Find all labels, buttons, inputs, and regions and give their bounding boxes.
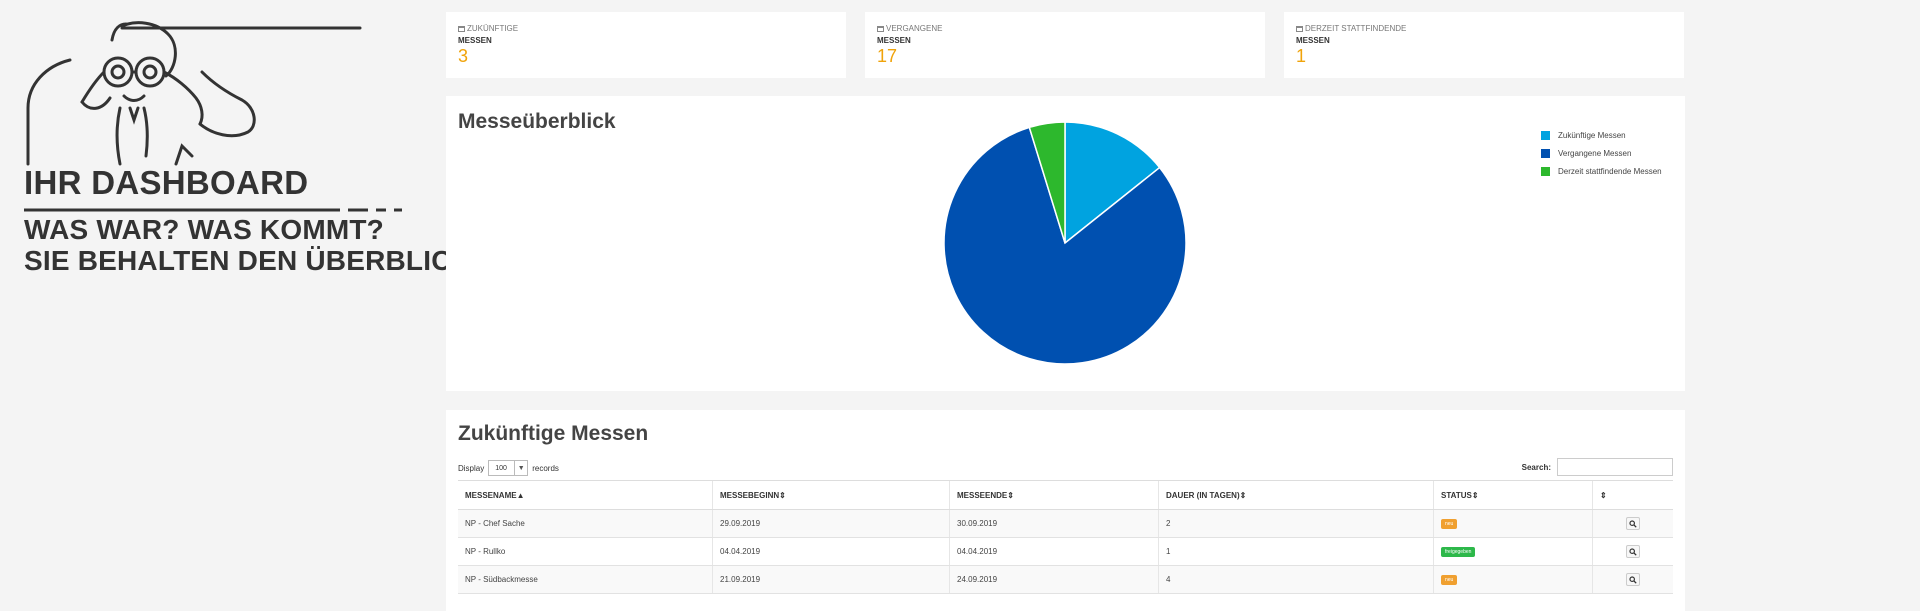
- calendar-icon: [458, 25, 465, 32]
- cell-end: 30.09.2019: [949, 509, 1159, 538]
- legend-item[interactable]: Vergangene Messen: [1541, 144, 1662, 162]
- cell-end: 04.04.2019: [949, 537, 1159, 566]
- pie-slice-1[interactable]: [943, 126, 1187, 365]
- pie-slice-2[interactable]: [1028, 121, 1066, 244]
- status-badge: neu: [1441, 519, 1458, 529]
- table-row[interactable]: NP - Rullko 04.04.2019 04.04.2019 1 frei…: [458, 537, 1673, 566]
- legend-item[interactable]: Zukünftige Messen: [1541, 126, 1662, 144]
- stat-label-top: VERGANGENE: [886, 24, 943, 33]
- cell-name: NP - Rullko: [458, 537, 713, 566]
- stat-label-bottom: MESSEN: [458, 36, 492, 45]
- calendar-icon: [1296, 25, 1303, 32]
- overview-title: Messeüberblick: [458, 110, 616, 133]
- promo-line-2: WAS WAR? WAS KOMMT?: [24, 214, 384, 245]
- col-header-messeende[interactable]: MESSEENDE⇕: [949, 480, 1159, 510]
- stat-label-top: ZUKÜNFTIGE: [467, 24, 519, 33]
- cell-days: 2: [1158, 509, 1434, 538]
- calendar-icon: [877, 25, 884, 32]
- table-row[interactable]: NP - Chef Sache 29.09.2019 30.09.2019 2 …: [458, 509, 1673, 538]
- legend-label: Zukünftige Messen: [1558, 130, 1626, 140]
- legend-swatch: [1541, 166, 1550, 176]
- col-header-messename[interactable]: MESSENAME▲: [458, 480, 713, 510]
- legend-swatch: [1541, 148, 1550, 158]
- records-per-page-value: 100: [495, 464, 507, 472]
- promo-overlay: IHR DASHBOARD WAS WAR? WAS KOMMT? SIE BE…: [0, 0, 540, 300]
- cell-name: NP - Chef Sache: [458, 509, 713, 538]
- records-label: records: [532, 463, 559, 473]
- pie-slice-0[interactable]: [1064, 121, 1161, 245]
- cell-start: 29.09.2019: [712, 509, 950, 538]
- stat-label-bottom: MESSEN: [1296, 36, 1330, 45]
- legend-swatch: [1541, 130, 1550, 140]
- search-label: Search:: [1521, 462, 1551, 472]
- sort-asc-icon: ▲: [516, 490, 525, 500]
- stat-value: 3: [458, 46, 469, 66]
- col-header-dauer[interactable]: DAUER (IN TAGEN)⇕: [1158, 480, 1434, 510]
- cell-name: NP - Südbackmesse: [458, 565, 713, 594]
- sort-icon: ⇕: [1600, 490, 1607, 500]
- records-per-page-select[interactable]: 100 ▼: [488, 460, 529, 476]
- overview-card: Messeüberblick Zukünftige Messen Vergang…: [446, 96, 1685, 391]
- future-fairs-table: MESSENAME▲ MESSEBEGINN⇕ MESSEENDE⇕ DAUER…: [458, 480, 1673, 594]
- cell-end: 24.09.2019: [949, 565, 1159, 594]
- stat-card-past: VERGANGENE MESSEN 17: [865, 12, 1265, 78]
- stat-value: 1: [1296, 46, 1307, 66]
- promo-line-3: SIE BEHALTEN DEN ÜBERBLICK!: [24, 245, 482, 276]
- search-icon[interactable]: [1626, 545, 1640, 558]
- table-controls: Display 100 ▼ records Search:: [458, 458, 1673, 478]
- stat-label-bottom: MESSEN: [877, 36, 911, 45]
- future-fairs-title: Zukünftige Messen: [458, 422, 649, 445]
- search-input[interactable]: [1557, 458, 1673, 476]
- search-icon[interactable]: [1626, 573, 1640, 586]
- pie-chart: [943, 121, 1187, 365]
- binoculars-person-illustration: [26, 21, 362, 166]
- cell-days: 1: [1158, 537, 1434, 566]
- status-badge: freigegeben: [1441, 547, 1476, 557]
- status-badge: neu: [1441, 575, 1458, 585]
- display-label: Display: [458, 463, 485, 473]
- col-header-status[interactable]: STATUS⇕: [1433, 480, 1593, 510]
- chart-legend: Zukünftige Messen Vergangene Messen Derz…: [1541, 126, 1662, 180]
- legend-label: Vergangene Messen: [1558, 148, 1632, 158]
- col-header-messebeginn[interactable]: MESSEBEGINN⇕: [712, 480, 950, 510]
- search-icon[interactable]: [1626, 517, 1640, 530]
- sort-icon: ⇕: [1239, 490, 1247, 500]
- cell-start: 21.09.2019: [712, 565, 950, 594]
- cell-start: 04.04.2019: [712, 537, 950, 566]
- sort-icon: ⇕: [1007, 490, 1014, 500]
- legend-label: Derzeit stattfindende Messen: [1558, 166, 1662, 176]
- future-fairs-card: Zukünftige Messen Display 100 ▼ records …: [446, 410, 1685, 611]
- sort-icon: ⇕: [779, 490, 786, 500]
- promo-divider: [24, 208, 402, 212]
- cell-days: 4: [1158, 565, 1434, 594]
- stat-card-future: ZUKÜNFTIGE MESSEN 3: [446, 12, 846, 78]
- table-row[interactable]: NP - Südbackmesse 21.09.2019 24.09.2019 …: [458, 565, 1673, 594]
- stat-value: 17: [877, 46, 898, 66]
- legend-item[interactable]: Derzeit stattfindende Messen: [1541, 162, 1662, 180]
- col-header-actions[interactable]: ⇕: [1592, 480, 1673, 510]
- chevron-down-icon: ▼: [514, 461, 527, 475]
- stat-card-current: DERZEIT STATTFINDENDE MESSEN 1: [1284, 12, 1684, 78]
- table-header-row: MESSENAME▲ MESSEBEGINN⇕ MESSEENDE⇕ DAUER…: [458, 480, 1673, 510]
- stat-label-top: DERZEIT STATTFINDENDE: [1305, 24, 1407, 33]
- sort-icon: ⇕: [1471, 490, 1479, 500]
- promo-headline: IHR DASHBOARD: [24, 164, 309, 201]
